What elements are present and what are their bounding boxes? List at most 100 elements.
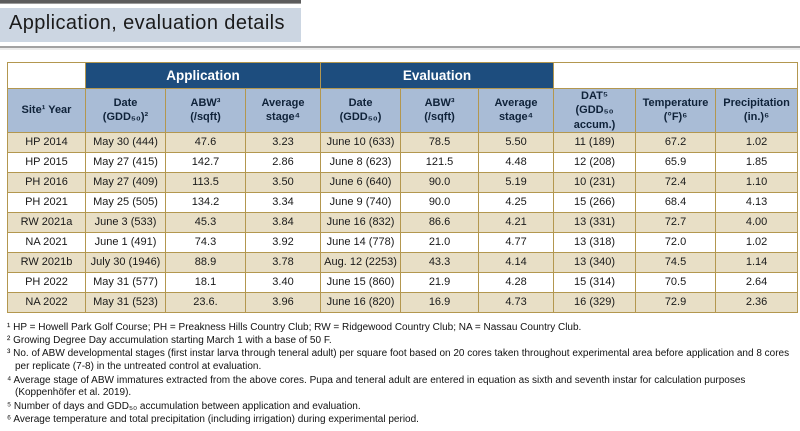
cell-dat: 10 (231) bbox=[553, 171, 637, 193]
footnote-4: ⁴ Average stage of ABW immatures extract… bbox=[7, 374, 746, 399]
cell-app-date: May 30 (444) bbox=[85, 131, 166, 153]
table-row: PH 2016 May 27 (409) 113.5 3.50 June 6 (… bbox=[7, 171, 799, 193]
cell-precipitation: 4.00 bbox=[715, 211, 799, 233]
group-header-row: Application Evaluation bbox=[7, 62, 799, 89]
cell-app-stage: 3.50 bbox=[244, 171, 322, 193]
cell-eval-date: June 14 (778) bbox=[320, 231, 402, 253]
cell-eval-abw: 16.9 bbox=[400, 291, 480, 313]
col-header-precipitation: Precipitation (in.)⁶ bbox=[715, 88, 799, 133]
table-row: PH 2022 May 31 (577) 18.1 3.40 June 15 (… bbox=[7, 271, 799, 293]
blank-right-cell bbox=[553, 62, 799, 89]
cell-dat: 16 (329) bbox=[553, 291, 637, 313]
cell-app-abw: 88.9 bbox=[165, 251, 246, 273]
table-row: HP 2014 May 30 (444) 47.6 3.23 June 10 (… bbox=[7, 131, 799, 153]
cell-app-date: May 31 (577) bbox=[85, 271, 166, 293]
cell-app-stage: 3.34 bbox=[244, 191, 322, 213]
cell-app-abw: 113.5 bbox=[165, 171, 246, 193]
cell-temperature: 72.7 bbox=[635, 211, 717, 233]
cell-eval-date: June 9 (740) bbox=[320, 191, 402, 213]
col-header-eval-date: Date (GDD₅₀) bbox=[320, 88, 402, 133]
cell-eval-stage: 4.28 bbox=[478, 271, 555, 293]
cell-eval-stage: 4.21 bbox=[478, 211, 555, 233]
cell-precipitation: 1.85 bbox=[715, 151, 799, 173]
cell-dat: 13 (331) bbox=[553, 211, 637, 233]
cell-app-stage: 3.96 bbox=[244, 291, 322, 313]
footnote-2: ² Growing Degree Day accumulation starti… bbox=[7, 335, 332, 347]
page-title: Application, evaluation details bbox=[0, 8, 301, 42]
cell-eval-abw: 121.5 bbox=[400, 151, 480, 173]
col-header-site: Site¹ Year bbox=[7, 88, 86, 133]
cell-eval-abw: 90.0 bbox=[400, 191, 480, 213]
table-row: PH 2021 May 25 (505) 134.2 3.34 June 9 (… bbox=[7, 191, 799, 213]
cell-app-stage: 3.40 bbox=[244, 271, 322, 293]
cell-app-stage: 3.23 bbox=[244, 131, 322, 153]
cell-temperature: 72.9 bbox=[635, 291, 717, 313]
cell-site: PH 2016 bbox=[7, 171, 86, 193]
cell-app-date: May 27 (415) bbox=[85, 151, 166, 173]
cell-eval-stage: 5.50 bbox=[478, 131, 555, 153]
footnotes: ¹ HP = Howell Park Golf Course; PH = Pre… bbox=[7, 322, 795, 427]
cell-app-date: June 1 (491) bbox=[85, 231, 166, 253]
blank-corner-cell bbox=[7, 62, 86, 89]
col-header-temperature: Temperature (°F)⁶ bbox=[635, 88, 717, 133]
cell-precipitation: 1.10 bbox=[715, 171, 799, 193]
cell-app-stage: 3.78 bbox=[244, 251, 322, 273]
col-header-eval-stage: Average stage⁴ bbox=[478, 88, 555, 133]
cell-site: RW 2021b bbox=[7, 251, 86, 273]
cell-temperature: 70.5 bbox=[635, 271, 717, 293]
cell-app-abw: 18.1 bbox=[165, 271, 246, 293]
col-header-app-abw: ABW³ (/sqft) bbox=[165, 88, 246, 133]
footnote-5: ⁵ Number of days and GDD₅₀ accumulation … bbox=[7, 400, 361, 412]
cell-eval-stage: 5.19 bbox=[478, 171, 555, 193]
cell-app-date: May 25 (505) bbox=[85, 191, 166, 213]
cell-site: PH 2021 bbox=[7, 191, 86, 213]
cell-app-date: May 27 (409) bbox=[85, 171, 166, 193]
cell-precipitation: 2.64 bbox=[715, 271, 799, 293]
table-row: NA 2022 May 31 (523) 23.6. 3.96 June 16 … bbox=[7, 291, 799, 313]
cell-app-stage: 3.92 bbox=[244, 231, 322, 253]
cell-eval-date: Aug. 12 (2253) bbox=[320, 251, 402, 273]
col-header-eval-abw: ABW³ (/sqft) bbox=[400, 88, 480, 133]
cell-eval-stage: 4.73 bbox=[478, 291, 555, 313]
application-group-header: Application bbox=[84, 62, 322, 89]
cell-dat: 13 (318) bbox=[553, 231, 637, 253]
table-row: NA 2021 June 1 (491) 74.3 3.92 June 14 (… bbox=[7, 231, 799, 253]
cell-app-stage: 2.86 bbox=[244, 151, 322, 173]
cell-temperature: 74.5 bbox=[635, 251, 717, 273]
cell-app-abw: 134.2 bbox=[165, 191, 246, 213]
cell-temperature: 72.4 bbox=[635, 171, 717, 193]
cell-app-date: July 30 (1946) bbox=[85, 251, 166, 273]
cell-app-abw: 23.6. bbox=[165, 291, 246, 313]
cell-eval-abw: 21.0 bbox=[400, 231, 480, 253]
cell-precipitation: 1.14 bbox=[715, 251, 799, 273]
cell-eval-date: June 8 (623) bbox=[320, 151, 402, 173]
cell-dat: 15 (314) bbox=[553, 271, 637, 293]
cell-site: HP 2015 bbox=[7, 151, 86, 173]
cell-app-stage: 3.84 bbox=[244, 211, 322, 233]
table-row: HP 2015 May 27 (415) 142.7 2.86 June 8 (… bbox=[7, 151, 799, 173]
cell-app-abw: 47.6 bbox=[165, 131, 246, 153]
cell-app-abw: 142.7 bbox=[165, 151, 246, 173]
cell-app-abw: 74.3 bbox=[165, 231, 246, 253]
cell-precipitation: 2.36 bbox=[715, 291, 799, 313]
cell-site: NA 2022 bbox=[7, 291, 86, 313]
cell-site: PH 2022 bbox=[7, 271, 86, 293]
footnote-1: ¹ HP = Howell Park Golf Course; PH = Pre… bbox=[7, 321, 582, 333]
cell-precipitation: 1.02 bbox=[715, 231, 799, 253]
cell-eval-abw: 78.5 bbox=[400, 131, 480, 153]
cell-dat: 13 (340) bbox=[553, 251, 637, 273]
cell-eval-stage: 4.25 bbox=[478, 191, 555, 213]
cell-eval-stage: 4.77 bbox=[478, 231, 555, 253]
cell-dat: 15 (266) bbox=[553, 191, 637, 213]
cell-temperature: 72.0 bbox=[635, 231, 717, 253]
cell-eval-stage: 4.48 bbox=[478, 151, 555, 173]
cell-site: NA 2021 bbox=[7, 231, 86, 253]
title-divider-rule bbox=[0, 46, 800, 50]
cell-temperature: 67.2 bbox=[635, 131, 717, 153]
title-area: Application, evaluation details bbox=[0, 0, 800, 50]
cell-site: HP 2014 bbox=[7, 131, 86, 153]
evaluation-group-header: Evaluation bbox=[320, 62, 555, 89]
footnote-6: ⁶ Average temperature and total precipit… bbox=[7, 413, 419, 425]
table-row: RW 2021b July 30 (1946) 88.9 3.78 Aug. 1… bbox=[7, 251, 799, 273]
